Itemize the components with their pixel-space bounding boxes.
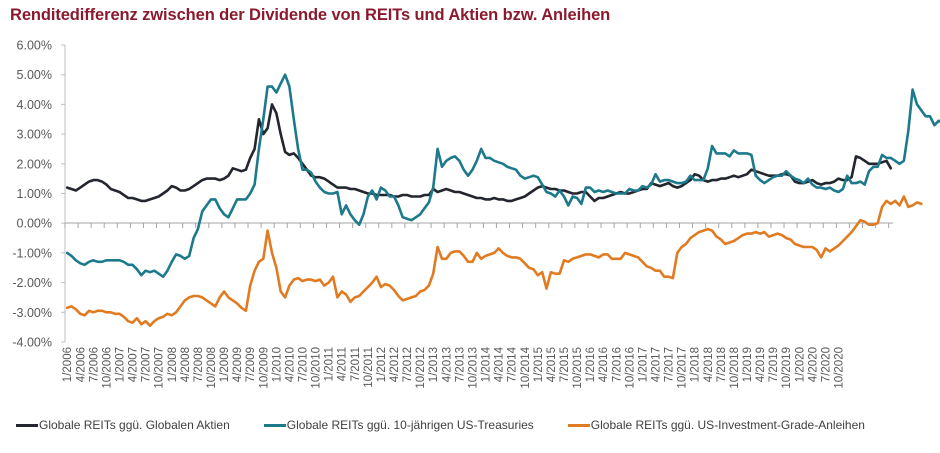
x-tick-label: 10/2014 <box>520 346 532 388</box>
legend-swatch-treasuries <box>263 423 286 427</box>
x-tick-label: 4/2010 <box>284 347 296 382</box>
x-tick-label: 4/2012 <box>389 347 401 382</box>
x-tick-label: 10/2009 <box>258 347 270 389</box>
x-tick-label: 4/2013 <box>441 347 453 382</box>
x-tick-label: 10/2016 <box>624 347 636 389</box>
x-tick-label: 7/2007 <box>141 347 153 382</box>
legend-item-investment-grade: Globale REITs ggü. US-Investment-Grade-A… <box>567 418 865 432</box>
x-tick-label: 4/2018 <box>703 347 715 382</box>
x-tick-label: 4/2016 <box>598 347 610 382</box>
y-tick-label: -1.00% <box>12 246 52 260</box>
x-tick-label: 4/2017 <box>650 347 662 382</box>
legend-label-investment-grade: Globale REITs ggü. US-Investment-Grade-A… <box>590 418 865 432</box>
x-tick-label: 1/2018 <box>690 347 702 382</box>
legend-label-aktien: Globale REITs ggü. Globalen Aktien <box>39 418 230 432</box>
x-tick-label: 7/2013 <box>454 347 466 382</box>
x-tick-label: 7/2008 <box>193 347 205 382</box>
x-tick-label: 1/2015 <box>533 347 545 382</box>
x-tick-label: 1/2012 <box>376 347 388 382</box>
x-tick-label: 1/2010 <box>271 347 283 382</box>
y-tick-label: -4.00% <box>12 336 52 350</box>
x-tick-label: 1/2014 <box>481 346 493 382</box>
y-tick-label: 3.00% <box>17 128 52 142</box>
x-tick-label: 4/2015 <box>546 347 558 382</box>
y-tick-label: 5.00% <box>17 68 52 82</box>
x-tick-label: 10/2019 <box>781 347 793 389</box>
x-tick-label: 7/2006 <box>88 347 100 382</box>
x-tick-label: 7/2015 <box>559 347 571 382</box>
legend-label-treasuries: Globale REITs ggü. 10-jährigen US-Treasu… <box>286 418 534 432</box>
y-tick-label: 4.00% <box>17 98 52 112</box>
series-line-treasuries <box>65 73 940 278</box>
x-tick-label: 10/2012 <box>415 347 427 389</box>
x-tick-label: 1/2020 <box>794 347 806 382</box>
x-tick-label: 7/2014 <box>507 346 519 382</box>
x-tick-label: 7/2019 <box>768 347 780 382</box>
x-tick-label: 1/2007 <box>114 347 126 382</box>
x-tick-label: 4/2009 <box>232 347 244 382</box>
x-tick-label: 1/2019 <box>742 347 754 382</box>
x-tick-label: 4/2007 <box>128 347 140 382</box>
x-tick-label: 7/2012 <box>402 347 414 382</box>
x-tick-label: 10/2017 <box>677 347 689 389</box>
x-tick-label: 10/2007 <box>154 347 166 389</box>
legend: Globale REITs ggü. Globalen Aktien Globa… <box>16 418 865 432</box>
x-tick-label: 7/2009 <box>245 347 257 382</box>
x-tick-label: 4/2014 <box>494 346 506 382</box>
legend-item-treasuries: Globale REITs ggü. 10-jährigen US-Treasu… <box>263 418 534 432</box>
x-tick-label: 4/2008 <box>180 347 192 382</box>
x-tick-label: 10/2020 <box>834 347 846 389</box>
y-tick-label: 2.00% <box>17 157 52 171</box>
x-axis: 1/2006 4/2006 7/2006 10/2006 1/2007 4/2007 7/2… <box>62 222 893 389</box>
x-tick-label: 10/2018 <box>729 347 741 389</box>
x-tick-label: 4/2006 <box>75 347 87 382</box>
series-line-investment-grade <box>65 195 923 327</box>
x-tick-label: 1/2016 <box>585 347 597 382</box>
series-lines <box>65 73 940 327</box>
legend-item-aktien: Globale REITs ggü. Globalen Aktien <box>16 418 230 432</box>
x-tick-label: 10/2015 <box>572 347 584 389</box>
x-tick-label: 7/2010 <box>298 347 310 382</box>
x-tick-label: 10/2013 <box>467 347 479 389</box>
x-tick-label: 10/2006 <box>101 347 113 389</box>
x-tick-label: 7/2018 <box>716 347 728 382</box>
x-tick-label: 7/2011 <box>350 347 362 381</box>
x-tick-label: 1/2017 <box>637 347 649 382</box>
x-tick-label: 7/2016 <box>611 347 623 382</box>
legend-swatch-investment-grade <box>567 423 590 427</box>
x-tick-label: 4/2011 <box>337 347 349 381</box>
x-tick-label: 1/2013 <box>428 347 440 382</box>
x-tick-label: 7/2017 <box>664 347 676 382</box>
x-tick-label: 1/2008 <box>167 347 179 382</box>
x-tick-label: 1/2011 <box>324 347 336 381</box>
x-tick-label: 10/2011 <box>363 347 375 388</box>
x-tick-label: 7/2020 <box>820 347 832 382</box>
x-tick-label: 4/2020 <box>807 347 819 382</box>
x-tick-label: 1/2009 <box>219 347 231 382</box>
x-tick-label: 10/2010 <box>311 347 323 389</box>
y-axis: 6.00% 5.00% 4.00% 3.00% 2.00% 1.00% 0.00% -1.00… <box>12 39 66 350</box>
chart-title: Renditedifferenz zwischen der Dividende … <box>10 6 611 24</box>
x-tick-label: 1/2006 <box>62 347 74 382</box>
y-tick-label: 1.00% <box>17 187 52 201</box>
y-tick-label: 0.00% <box>17 217 52 231</box>
x-tick-label: 4/2019 <box>755 347 767 382</box>
y-tick-label: -3.00% <box>12 306 52 320</box>
y-tick-label: -2.00% <box>12 276 52 290</box>
legend-swatch-aktien <box>16 423 38 427</box>
y-tick-label: 6.00% <box>17 39 52 53</box>
x-tick-label: 10/2008 <box>206 347 218 389</box>
